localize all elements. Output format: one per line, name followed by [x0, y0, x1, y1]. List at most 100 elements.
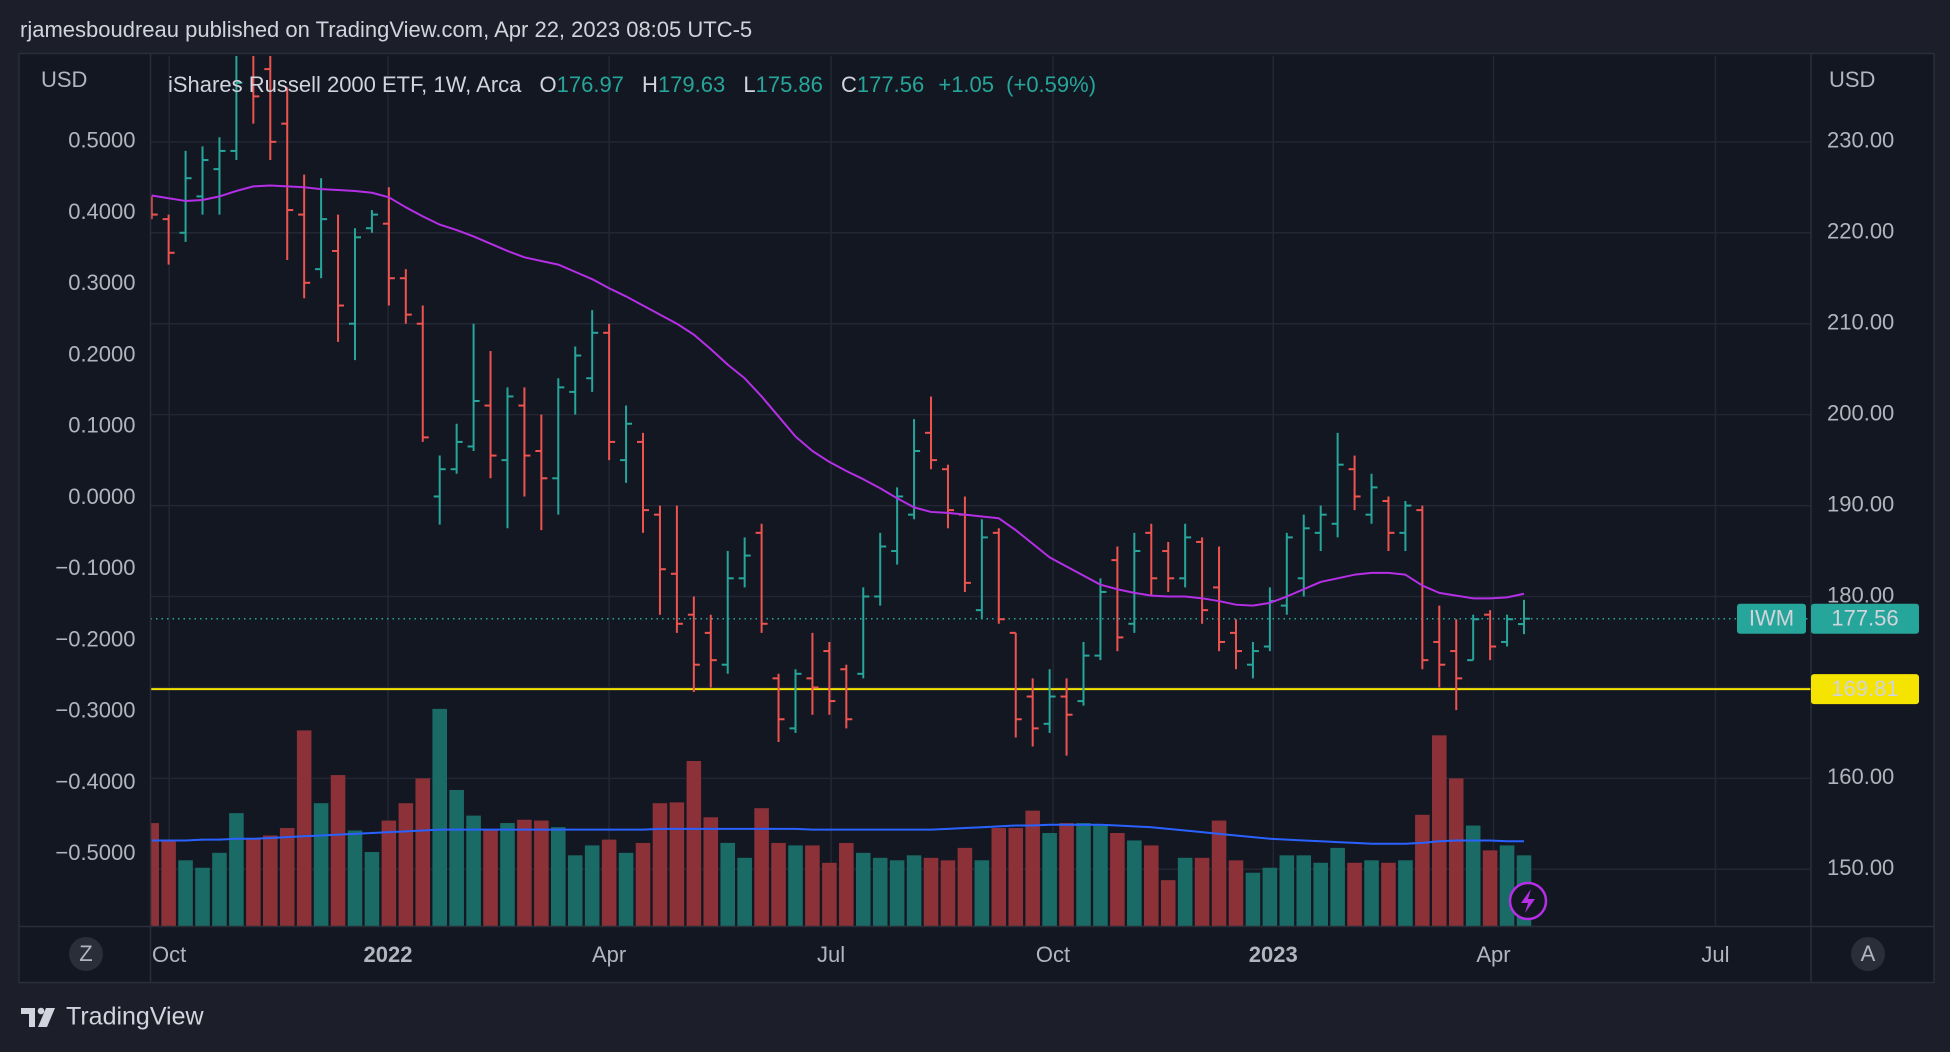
legend-prefix: C [841, 72, 857, 97]
volume-bar [788, 845, 803, 927]
right-unit: USD [1829, 67, 1875, 92]
volume-bar [1110, 832, 1125, 927]
x-tick-label: Oct [1036, 942, 1070, 967]
legend-close: 177.56 [857, 72, 924, 97]
volume-bar [381, 820, 397, 927]
x-tick-label: Apr [1476, 942, 1510, 967]
volume-bar [1245, 872, 1261, 927]
volume-bar [347, 830, 363, 927]
volume-ma-line [151, 823, 1524, 845]
volume-bar [567, 855, 583, 927]
volume-bar [1499, 845, 1515, 927]
footer-brand: TradingView [66, 1003, 205, 1031]
symbol-tag-bg [1737, 603, 1806, 634]
volume-bar [1143, 845, 1159, 927]
volume-bar [1177, 857, 1193, 927]
volume-bar [855, 852, 871, 927]
volume-bar [551, 827, 566, 927]
symbol-tag: IWM [1749, 606, 1794, 631]
volume-bar [872, 857, 888, 927]
legend-prefix: L [743, 72, 755, 97]
right-tick-label: 220.00 [1827, 219, 1894, 244]
volume-bar [669, 802, 685, 927]
logo-part [21, 1008, 35, 1027]
volume-bar [161, 839, 176, 927]
volume-bar [584, 845, 600, 927]
volume-bar [517, 819, 532, 927]
x-tick-label: Jul [1701, 942, 1729, 967]
right-tick-label: 210.00 [1827, 310, 1894, 335]
volume-bar [839, 842, 854, 927]
left-tick-label: 0.5000 [68, 128, 135, 153]
legend-prefix: H [642, 72, 658, 97]
volume-bar [483, 830, 498, 927]
volume-bar [1160, 880, 1176, 927]
volume-bar [923, 857, 939, 927]
volume-bar [212, 852, 227, 927]
volume-bar [1330, 847, 1345, 927]
left-unit: USD [41, 67, 87, 92]
left-tick-label: 0.2000 [68, 341, 135, 366]
volume-bar [1465, 825, 1481, 927]
logo-part [38, 1008, 55, 1027]
volume-bar [449, 789, 464, 927]
volume-bar [1296, 855, 1312, 927]
volume-bar [1448, 778, 1464, 927]
z-button-label[interactable]: Z [79, 941, 92, 966]
volume-bar [296, 730, 312, 927]
legend-high: 179.63 [658, 72, 725, 97]
level-tag-bg [1811, 674, 1919, 705]
volume-bar [1364, 860, 1379, 927]
a-button-label[interactable]: A [1861, 941, 1876, 966]
volume-bar [737, 857, 752, 927]
volume-bar [466, 815, 481, 927]
level-tag: 169.81 [1831, 676, 1898, 701]
volume-bar [178, 860, 193, 927]
volume-bar [534, 820, 549, 927]
right-tick-label: 190.00 [1827, 491, 1894, 516]
last-price-tag-bg [1811, 603, 1919, 634]
left-tick-label: −0.3000 [55, 698, 135, 723]
a-button-bg[interactable] [1851, 937, 1885, 971]
volume-bar [974, 860, 990, 927]
volume-bar [1415, 814, 1430, 927]
left-tick-label: −0.4000 [55, 769, 135, 794]
x-tick-label: 2022 [364, 942, 413, 967]
volume-bar [1211, 820, 1227, 927]
volume-bar [1262, 867, 1278, 927]
legend-prefix: O [540, 72, 557, 97]
volume-bar [1093, 825, 1108, 927]
volume-bar [805, 845, 820, 927]
volume-bar [500, 823, 515, 927]
volume-bar [822, 862, 837, 927]
z-button[interactable]: Z [69, 937, 103, 971]
volume-bar [1398, 860, 1413, 927]
a-button[interactable]: A [1851, 937, 1885, 971]
lightning-icon[interactable] [1508, 881, 1548, 921]
z-button-bg[interactable] [69, 937, 103, 971]
volume-bar [1127, 840, 1142, 927]
volume-bar [330, 775, 346, 927]
volume-bar [703, 817, 719, 927]
volume-bar [754, 808, 769, 927]
volume-bar [279, 828, 295, 927]
volume-bar [1381, 862, 1396, 927]
volume-bar [720, 842, 736, 927]
volume-bar [229, 813, 244, 927]
volume-bar [1313, 862, 1328, 927]
legend-change: +1.05 [938, 72, 994, 97]
volume-bar [991, 828, 1007, 927]
volume-bar [1432, 735, 1447, 927]
volume-bar [686, 761, 702, 927]
publisher-header: rjamesboudreau published on TradingView.… [20, 17, 752, 42]
left-tick-label: −0.2000 [55, 626, 135, 651]
legend-low: 175.86 [756, 72, 823, 97]
lightning-bolt[interactable] [1521, 889, 1535, 913]
right-tick-label: 150.00 [1827, 855, 1894, 880]
x-tick-label: Apr [592, 942, 626, 967]
x-tick-label: 2023 [1249, 942, 1298, 967]
volume-bar [398, 803, 414, 927]
x-tick-label: Jul [817, 942, 845, 967]
volume-bar [771, 842, 786, 927]
